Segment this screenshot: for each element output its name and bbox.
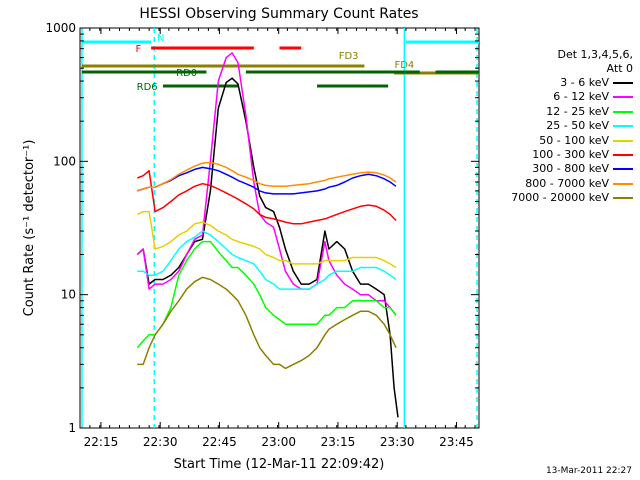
legend-label: 100 - 300 keV <box>532 148 609 162</box>
y-tick-label-0: 1 <box>68 421 76 435</box>
legend-item-8: 7000 - 20000 keV <box>478 191 638 205</box>
legend-swatch <box>613 125 633 128</box>
series-line-3 <box>137 230 397 290</box>
legend-label: 6 - 12 keV <box>553 90 609 104</box>
y-axis-label: Count Rate (s⁻¹ detector⁻¹) <box>22 140 37 317</box>
flag-label-fd3: FD3 <box>339 51 359 62</box>
ticks-layer: 22:15 22:30 22:45 23:00 23:15 23:30 23:45 1 10 10… <box>45 21 479 449</box>
legend-item-2: 12 - 25 keV <box>478 105 638 119</box>
y-tick-label-1: 10 <box>61 288 76 302</box>
x-tick-label-0: 22:15 <box>84 435 119 449</box>
legend-item-7: 800 - 7000 keV <box>478 177 638 191</box>
legend-swatch <box>613 154 633 157</box>
legend-label: 25 - 50 keV <box>546 119 609 133</box>
timestamp: 13-Mar-2011 22:27 <box>545 466 632 476</box>
legend-swatch <box>613 197 633 200</box>
series-line-1 <box>136 52 397 316</box>
legend-label: 7000 - 20000 keV <box>511 191 609 205</box>
legend-item-3: 25 - 50 keV <box>478 119 638 133</box>
legend-swatch <box>613 182 633 185</box>
series-line-7 <box>137 161 397 192</box>
legend-rows: 3 - 6 keV 6 - 12 keV 12 - 25 keV 25 - 50 ke… <box>478 76 638 206</box>
x-tick-label-2: 22:45 <box>202 435 237 449</box>
flag-label-rd6: RD6 <box>137 82 158 93</box>
legend-item-6: 300 - 800 keV <box>478 162 638 176</box>
legend-item-0: 3 - 6 keV <box>478 76 638 90</box>
series-line-6 <box>137 166 397 195</box>
y-tick-label-3: 1000 <box>45 21 76 35</box>
flag-label-rd0: RD0 <box>176 68 197 79</box>
legend-header-line2: Att 0 <box>606 62 633 75</box>
x-axis-label: Start Time (12-Mar-11 22:09:42) <box>174 457 385 472</box>
flag-label-fd4: FD4 <box>394 60 414 71</box>
legend-label: 800 - 7000 keV <box>525 176 609 190</box>
legend-swatch <box>613 110 633 113</box>
legend-item-1: 6 - 12 keV <box>478 90 638 104</box>
series-line-4 <box>136 210 397 269</box>
x-tick-label-6: 23:45 <box>439 435 474 449</box>
plot-frame <box>79 27 480 429</box>
flag-label-f: F <box>135 44 141 55</box>
x-tick-label-5: 23:30 <box>380 435 415 449</box>
y-tick-label-2: 100 <box>53 154 76 168</box>
chart-title: HESSI Observing Summary Count Rates <box>139 6 418 22</box>
legend-swatch <box>613 139 633 142</box>
legend-item-5: 100 - 300 keV <box>478 148 638 162</box>
legend-label: 3 - 6 keV <box>560 76 609 89</box>
series-line-0 <box>136 77 399 418</box>
legend-header-line1: Det 1,3,4,5,6, <box>557 48 633 61</box>
x-tick-label-3: 23:00 <box>261 435 296 449</box>
series-layer <box>136 52 399 418</box>
markers-layer <box>81 28 478 428</box>
legend: Det 1,3,4,5,6, Att 0 3 - 6 keV 6 - 12 keV… <box>478 48 638 206</box>
legend-label: 12 - 25 keV <box>546 104 609 118</box>
legend-swatch <box>613 96 633 99</box>
legend-label: 50 - 100 keV <box>539 133 609 147</box>
legend-label: 300 - 800 keV <box>532 162 609 176</box>
flag-label-n: N <box>157 33 164 44</box>
flag-bars-layer: N F FD3 FD4 RD0 RD6 <box>81 33 479 93</box>
series-line-2 <box>136 240 397 349</box>
x-tick-label-1: 22:30 <box>143 435 178 449</box>
x-tick-label-4: 23:15 <box>321 435 356 449</box>
series-line-5 <box>137 169 397 225</box>
legend-item-4: 50 - 100 keV <box>478 134 638 148</box>
legend-swatch <box>613 168 633 171</box>
series-line-8 <box>137 276 397 370</box>
legend-swatch <box>613 82 633 84</box>
